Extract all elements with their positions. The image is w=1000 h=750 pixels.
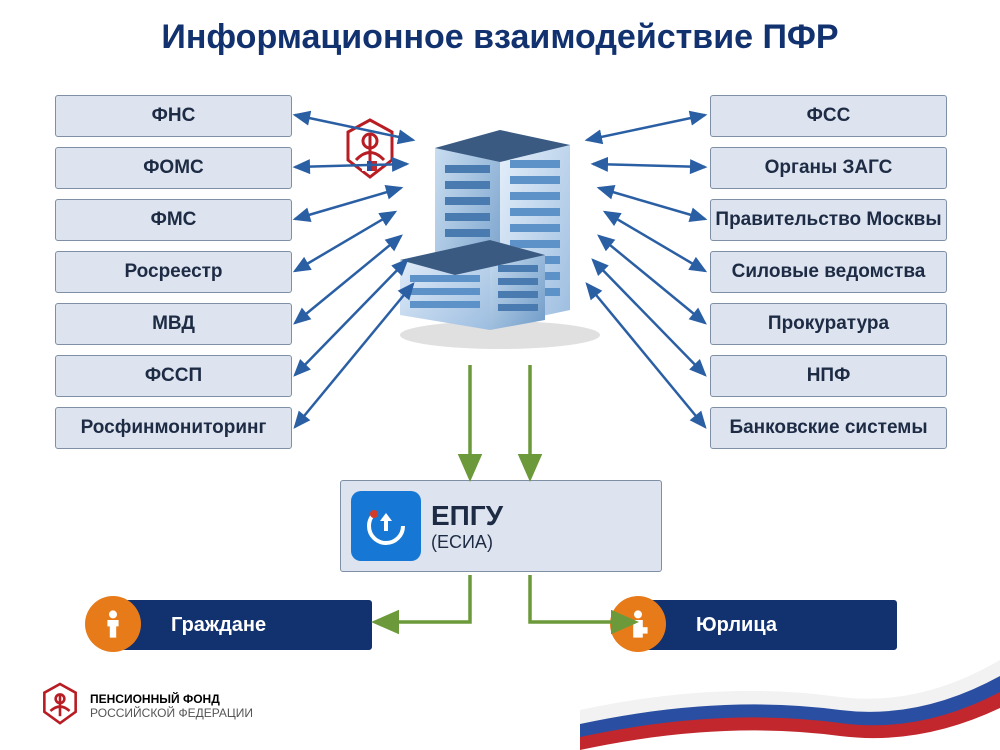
org-box: Прокуратура: [710, 303, 947, 345]
org-box: ФСС: [710, 95, 947, 137]
citizens-label: Граждане: [171, 614, 266, 637]
org-box: МВД: [55, 303, 292, 345]
org-box: Банковские системы: [710, 407, 947, 449]
briefcase-person-icon: [610, 596, 666, 652]
org-box: Росреестр: [55, 251, 292, 293]
epgu-box: ЕПГУ (ЕСИА): [340, 480, 662, 572]
footer-line2: РОССИЙСКОЙ ФЕДЕРАЦИИ: [90, 707, 253, 720]
pfr-logo-icon: [340, 115, 400, 185]
gosuslugi-icon: [351, 491, 421, 561]
person-icon: [85, 596, 141, 652]
org-box: Росфинмониторинг: [55, 407, 292, 449]
org-box: ФССП: [55, 355, 292, 397]
footer-line1: ПЕНСИОННЫЙ ФОНД: [90, 693, 253, 706]
legal-entities-box: Юрлица: [640, 600, 897, 650]
building-icon: [380, 110, 620, 350]
org-box: Силовые ведомства: [710, 251, 947, 293]
org-box: Органы ЗАГС: [710, 147, 947, 189]
slide-title: Информационное взаимодействие ПФР: [0, 18, 1000, 57]
epgu-title: ЕПГУ: [431, 500, 503, 532]
org-box: НПФ: [710, 355, 947, 397]
org-box: ФМС: [55, 199, 292, 241]
footer-logo-icon: [40, 681, 80, 732]
flag-ribbon-icon: [580, 650, 1000, 750]
legal-entities-label: Юрлица: [696, 614, 777, 637]
org-box: Правительство Москвы: [710, 199, 947, 241]
epgu-subtitle: (ЕСИА): [431, 532, 503, 553]
citizens-box: Граждане: [115, 600, 372, 650]
org-box: ФНС: [55, 95, 292, 137]
footer: ПЕНСИОННЫЙ ФОНД РОССИЙСКОЙ ФЕДЕРАЦИИ: [40, 681, 253, 732]
org-box: ФОМС: [55, 147, 292, 189]
